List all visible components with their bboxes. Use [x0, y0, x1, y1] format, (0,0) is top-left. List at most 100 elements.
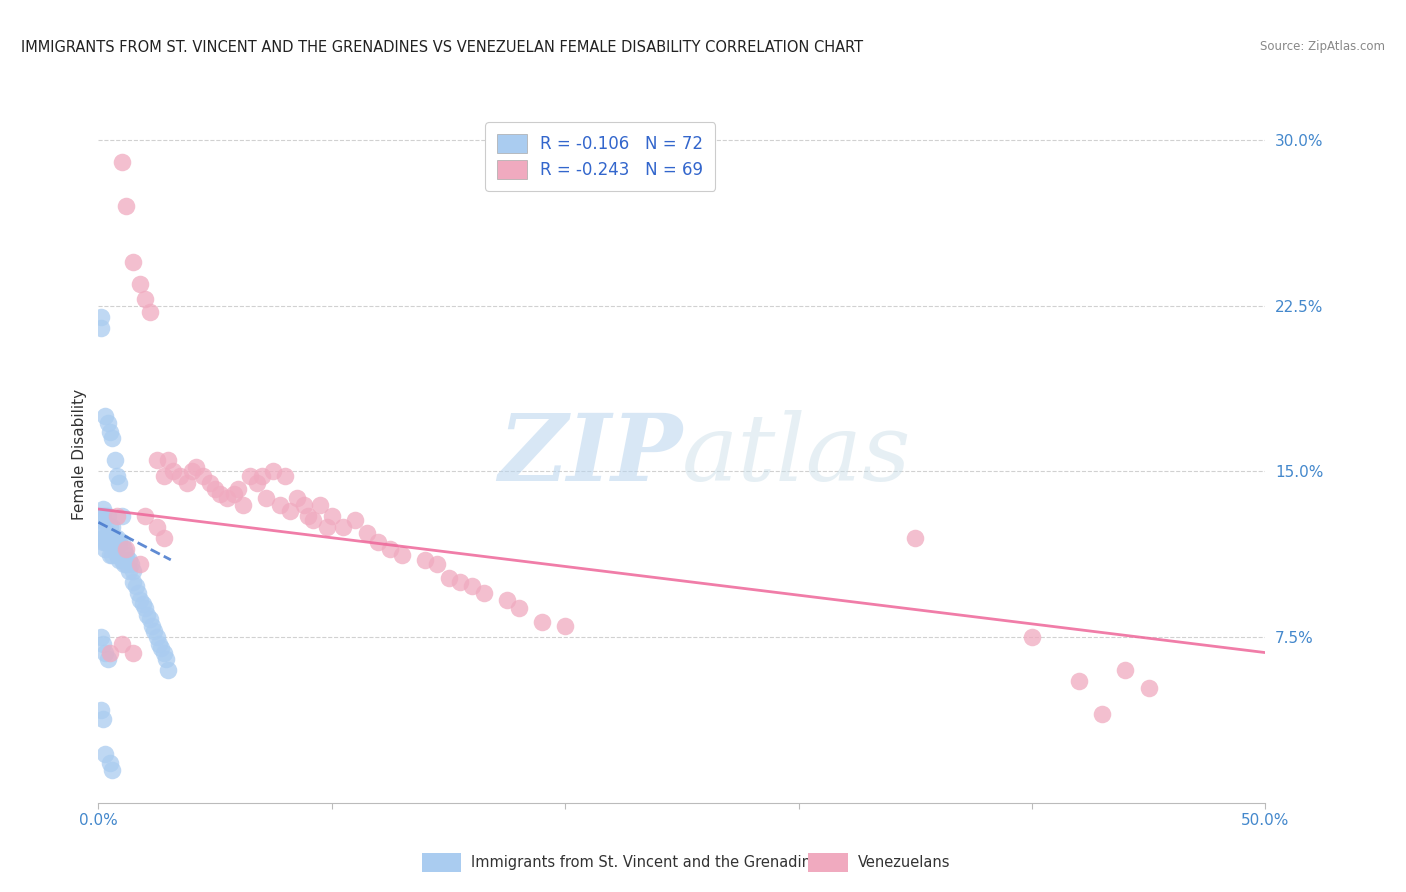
Point	[111, 155, 134, 169]
Point	[232, 498, 254, 512]
Point	[97, 416, 120, 430]
Point	[115, 199, 138, 213]
Point	[1091, 707, 1114, 722]
Point	[112, 541, 135, 556]
Point	[508, 601, 530, 615]
Point	[152, 469, 174, 483]
Point	[101, 535, 124, 549]
Point	[292, 498, 315, 512]
Point	[256, 491, 278, 505]
Point	[101, 519, 124, 533]
Point	[321, 508, 343, 523]
Point	[449, 574, 471, 589]
Point	[91, 502, 114, 516]
Point	[105, 549, 128, 563]
Point	[309, 498, 332, 512]
Text: Immigrants from St. Vincent and the Grenadines: Immigrants from St. Vincent and the Gren…	[471, 855, 828, 870]
Point	[274, 469, 297, 483]
Point	[208, 486, 231, 500]
Point	[141, 619, 163, 633]
Point	[139, 305, 162, 319]
Point	[122, 646, 145, 660]
Point	[104, 541, 127, 556]
Point	[437, 570, 460, 584]
Point	[554, 619, 576, 633]
Point	[122, 574, 145, 589]
Point	[152, 646, 174, 660]
Point	[122, 564, 145, 578]
Point	[129, 558, 152, 572]
Point	[91, 531, 114, 545]
Point	[101, 549, 124, 563]
Point	[94, 409, 117, 424]
Point	[90, 630, 112, 644]
Point	[111, 637, 134, 651]
Point	[204, 482, 226, 496]
Point	[90, 508, 112, 523]
Point	[150, 641, 173, 656]
Point	[111, 553, 134, 567]
Legend: R = -0.106   N = 72, R = -0.243   N = 69: R = -0.106 N = 72, R = -0.243 N = 69	[485, 122, 716, 191]
Point	[90, 519, 112, 533]
Point	[391, 549, 413, 563]
Point	[239, 469, 262, 483]
Point	[97, 508, 120, 523]
Point	[115, 549, 138, 563]
Point	[1021, 630, 1043, 644]
Point	[94, 646, 117, 660]
Point	[97, 535, 120, 549]
Point	[104, 453, 127, 467]
Point	[228, 482, 250, 496]
Point	[125, 579, 148, 593]
Point	[91, 508, 114, 523]
Point	[97, 652, 120, 666]
Point	[496, 592, 519, 607]
Point	[344, 513, 367, 527]
Point	[91, 535, 114, 549]
Point	[269, 498, 291, 512]
Point	[91, 712, 114, 726]
Point	[1114, 663, 1136, 677]
Point	[356, 526, 378, 541]
Point	[120, 558, 142, 572]
Point	[90, 703, 112, 717]
Point	[112, 558, 135, 572]
Text: IMMIGRANTS FROM ST. VINCENT AND THE GRENADINES VS VENEZUELAN FEMALE DISABILITY C: IMMIGRANTS FROM ST. VINCENT AND THE GREN…	[21, 40, 863, 55]
Point	[98, 549, 121, 563]
Point	[146, 519, 169, 533]
Point	[215, 491, 238, 505]
Point	[472, 586, 495, 600]
Point	[90, 310, 112, 324]
Point	[413, 553, 436, 567]
Point	[148, 637, 170, 651]
Point	[101, 431, 124, 445]
Point	[94, 747, 117, 762]
Point	[129, 277, 152, 291]
Point	[169, 469, 191, 483]
Point	[90, 321, 112, 335]
Text: Source: ZipAtlas.com: Source: ZipAtlas.com	[1260, 40, 1385, 54]
Point	[1137, 681, 1160, 695]
Point	[157, 663, 180, 677]
Text: Venezuelans: Venezuelans	[858, 855, 950, 870]
Point	[101, 763, 124, 777]
Point	[155, 652, 177, 666]
Point	[98, 519, 121, 533]
Point	[118, 564, 141, 578]
Text: atlas: atlas	[682, 410, 911, 500]
Point	[146, 453, 169, 467]
Point	[111, 535, 134, 549]
Point	[91, 637, 114, 651]
Point	[332, 519, 354, 533]
Point	[105, 469, 128, 483]
Point	[530, 615, 553, 629]
Point	[193, 469, 215, 483]
Point	[132, 597, 155, 611]
Point	[139, 612, 162, 626]
Point	[426, 558, 449, 572]
Point	[94, 508, 117, 523]
Point	[134, 508, 156, 523]
Text: ZIP: ZIP	[498, 410, 682, 500]
Point	[108, 475, 131, 490]
Point	[302, 513, 325, 527]
